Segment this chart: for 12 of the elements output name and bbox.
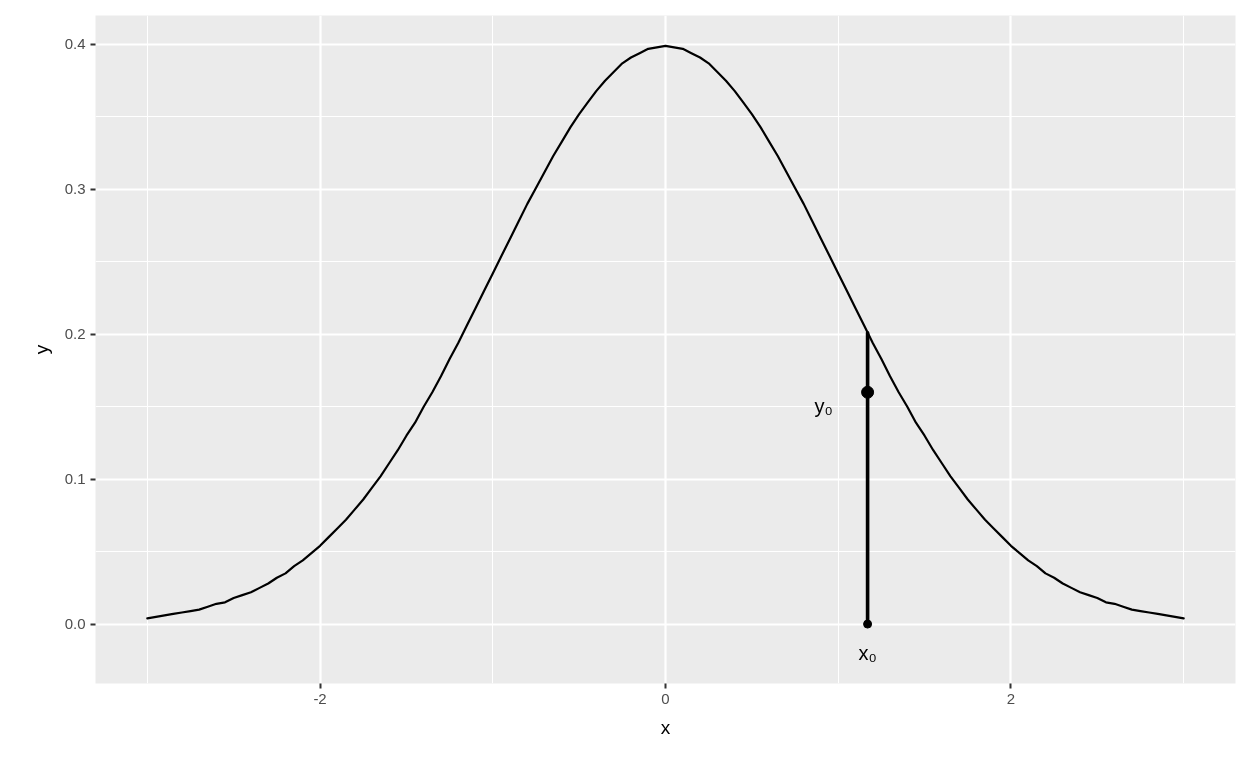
y-tick-label: 0.1 <box>64 470 86 488</box>
x-tick-label: 0 <box>661 689 670 707</box>
y-tick-label: 0.2 <box>64 325 86 343</box>
y-tick-label: 0.3 <box>64 180 86 198</box>
x-tick-label: -2 <box>313 689 327 707</box>
y-tick-label: 0.0 <box>64 615 86 633</box>
x-axis-title: x <box>660 716 671 738</box>
y-tick-label: 0.4 <box>64 35 86 53</box>
annotation: x₀ <box>858 642 877 665</box>
y-axis-title: y <box>30 344 52 355</box>
x-tick-label: 2 <box>1006 689 1016 707</box>
annotation: y₀ <box>814 395 833 418</box>
